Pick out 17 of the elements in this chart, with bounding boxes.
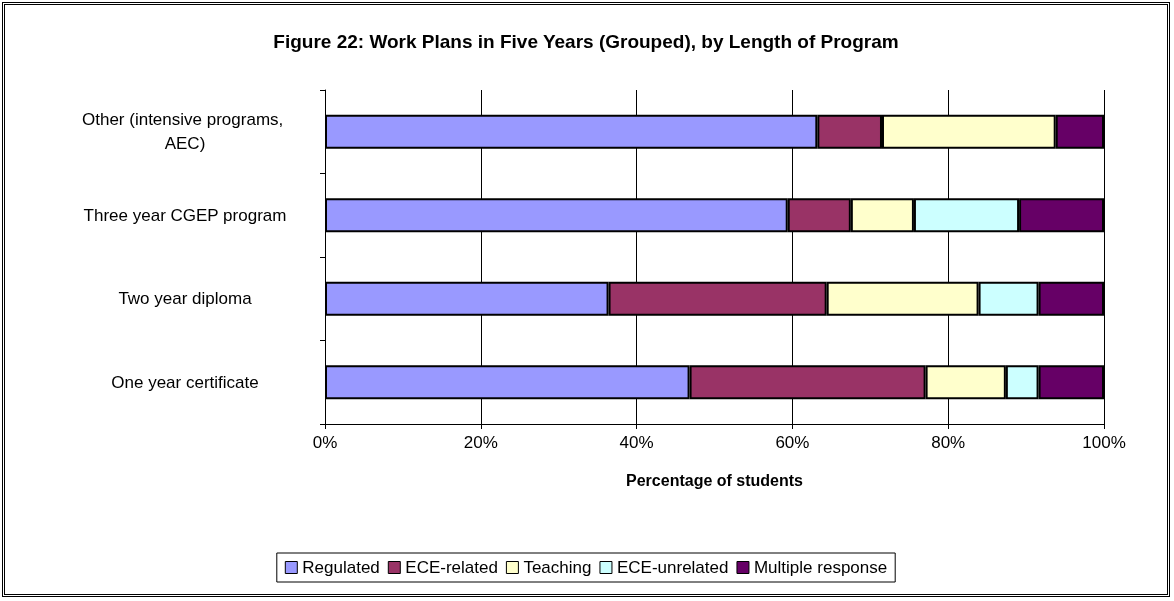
y-tick-label: Other (intensive programs, AEC) <box>82 110 288 154</box>
x-axis-title: Percentage of students <box>626 471 804 489</box>
x-tick-label: 20% <box>463 433 498 452</box>
legend-label: Regulated <box>302 558 380 577</box>
y-tick-label: One year certificate <box>111 372 259 392</box>
legend-label: ECE-unrelated <box>616 558 729 577</box>
legend-label: Multiple response <box>753 558 888 577</box>
legend-label: Teaching <box>523 558 592 577</box>
x-tick-label: 60% <box>775 433 810 452</box>
y-tick-label: Two year diploma <box>118 289 253 309</box>
x-tick-label: 80% <box>931 433 966 452</box>
x-tick-label: 100% <box>1082 433 1126 452</box>
x-tick-label: 40% <box>619 433 654 452</box>
legend-label: ECE-related <box>405 558 498 577</box>
x-tick-label: 0% <box>312 433 338 452</box>
chart-title: Figure 22: Work Plans in Five Years (Grouped), by Length of Program <box>273 31 899 52</box>
y-tick-label: Three year CGEP program <box>83 205 287 225</box>
